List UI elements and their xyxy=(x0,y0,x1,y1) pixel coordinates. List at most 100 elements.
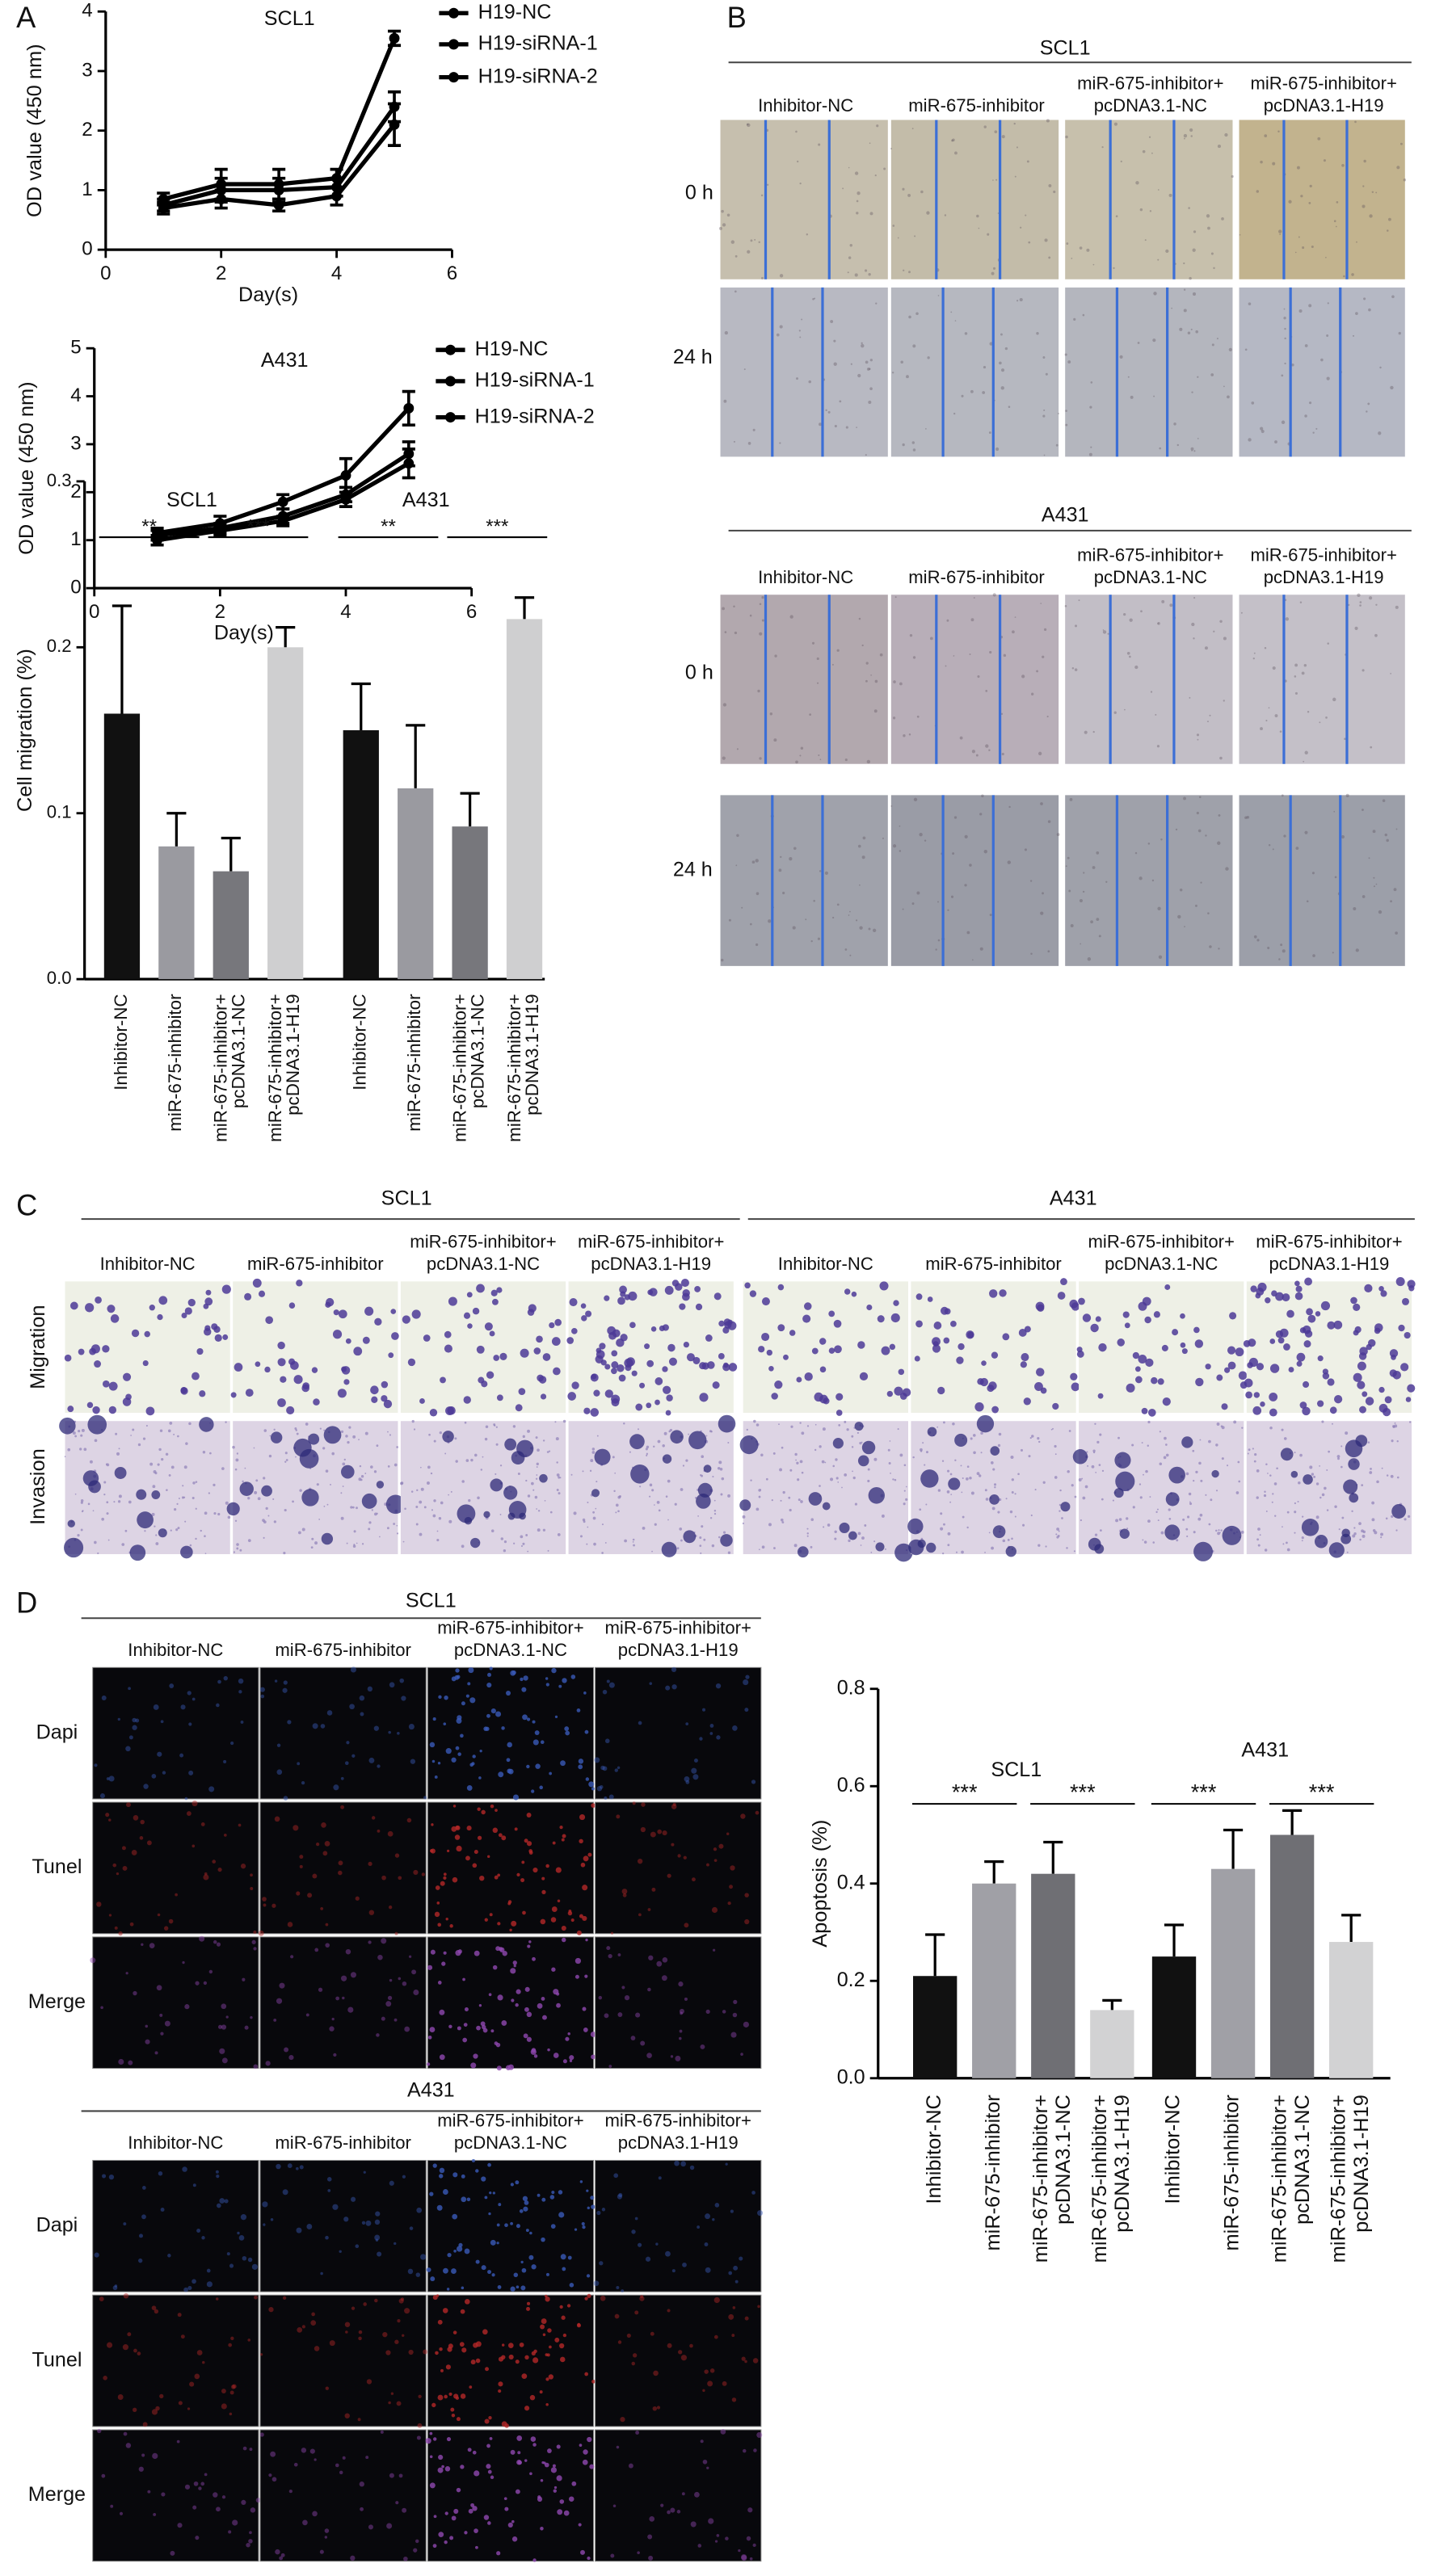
texture-dot xyxy=(1369,1471,1373,1474)
texture-dot xyxy=(516,2285,520,2289)
texture-dot xyxy=(324,1840,330,1847)
texture-dot xyxy=(699,1544,702,1548)
texture-dot xyxy=(654,1377,663,1385)
texture-dot xyxy=(587,1526,589,1528)
texture-dot xyxy=(612,1456,615,1459)
texture-dot xyxy=(201,2236,205,2240)
texture-dot xyxy=(532,2443,537,2447)
texture-dot xyxy=(549,1511,553,1514)
texture-dot xyxy=(155,1534,158,1536)
texture-dot xyxy=(1021,674,1025,679)
texture-dot xyxy=(470,1537,481,1549)
texture-dot xyxy=(977,1378,984,1385)
texture-dot xyxy=(1362,185,1365,187)
texture-dot xyxy=(277,1398,286,1407)
x-axis-label: Day(s) xyxy=(238,284,298,306)
x-tick-label: Inhibitor-NC xyxy=(923,2095,945,2204)
texture-dot xyxy=(607,1326,616,1335)
texture-dot xyxy=(777,1324,785,1332)
texture-dot xyxy=(1368,857,1370,859)
texture-dot xyxy=(647,1987,651,1992)
texture-dot xyxy=(350,1666,356,1673)
texture-dot xyxy=(946,619,949,622)
texture-dot xyxy=(580,1303,587,1309)
texture-dot xyxy=(738,2549,741,2553)
texture-dot xyxy=(757,2210,764,2217)
texture-dot xyxy=(1252,1406,1262,1415)
texture-dot xyxy=(520,1677,524,1682)
texture-dot xyxy=(1165,1492,1180,1507)
texture-dot xyxy=(1028,1455,1031,1458)
texture-dot xyxy=(966,1465,970,1469)
texture-dot xyxy=(72,1431,76,1435)
texture-dot xyxy=(479,1750,482,1753)
texture-dot xyxy=(773,738,777,742)
texture-dot xyxy=(490,2475,495,2479)
texture-dot xyxy=(90,1344,100,1354)
texture-dot xyxy=(868,401,872,405)
texture-dot xyxy=(80,1498,84,1502)
texture-dot xyxy=(522,1542,525,1545)
texture-dot xyxy=(1095,1472,1097,1473)
texture-dot xyxy=(94,1540,97,1544)
texture-dot xyxy=(341,1464,355,1479)
texture-dot xyxy=(396,1532,399,1535)
texture-dot xyxy=(346,1741,350,1745)
texture-dot xyxy=(1345,1439,1363,1458)
texture-dot xyxy=(1220,1529,1223,1532)
texture-dot xyxy=(551,1667,557,1674)
texture-dot xyxy=(1315,1515,1319,1519)
texture-dot xyxy=(622,1893,627,1897)
texture-dot xyxy=(1263,1494,1267,1498)
texture-dot xyxy=(1304,750,1308,754)
texture-dot xyxy=(868,368,871,371)
texture-dot xyxy=(1168,1466,1185,1484)
texture-dot xyxy=(719,1467,723,1471)
texture-dot xyxy=(542,2333,546,2337)
texture-dot xyxy=(240,1864,246,1869)
texture-dot xyxy=(942,1552,945,1555)
texture-dot xyxy=(107,2342,113,2348)
texture-dot xyxy=(1020,1361,1027,1368)
texture-dot xyxy=(166,1489,168,1492)
texture-dot xyxy=(1197,738,1199,741)
texture-dot xyxy=(180,1387,187,1394)
texture-dot xyxy=(364,1306,374,1316)
texture-dot xyxy=(761,595,764,599)
texture-dot xyxy=(444,2540,448,2544)
point xyxy=(273,184,284,195)
texture-dot xyxy=(592,1511,595,1514)
texture-dot xyxy=(536,1508,538,1510)
texture-dot xyxy=(146,1840,152,1846)
texture-dot xyxy=(1264,646,1267,649)
texture-dot xyxy=(1257,1544,1261,1547)
texture-dot xyxy=(410,1759,416,1764)
texture-dot xyxy=(606,1679,610,1683)
texture-dot xyxy=(1157,622,1159,624)
texture-dot xyxy=(1400,1363,1409,1372)
texture-dot xyxy=(1005,1545,1016,1557)
texture-dot xyxy=(1283,834,1286,838)
texture-dot xyxy=(806,1532,809,1535)
texture-dot xyxy=(713,1512,717,1515)
texture-dot xyxy=(1182,1518,1185,1521)
texture-dot xyxy=(1141,1442,1143,1444)
texture-dot xyxy=(274,1679,278,1683)
texture-dot xyxy=(1378,431,1382,435)
texture-dot xyxy=(943,1337,950,1344)
texture-dot xyxy=(680,2355,688,2361)
texture-dot xyxy=(268,2473,272,2477)
texture-dot xyxy=(1183,309,1187,313)
texture-dot xyxy=(1195,904,1197,907)
texture-dot xyxy=(684,1923,689,1928)
texture-dot xyxy=(443,2267,448,2274)
texture-dot xyxy=(1135,181,1139,185)
y-tick-label: 3 xyxy=(70,432,81,454)
texture-dot xyxy=(554,1715,558,1718)
texture-dot xyxy=(427,1465,431,1469)
texture-dot xyxy=(1199,1513,1203,1517)
texture-dot xyxy=(427,2035,432,2040)
texture-dot xyxy=(617,2194,623,2200)
texture-dot xyxy=(599,1343,606,1350)
texture-dot xyxy=(511,1998,515,2002)
